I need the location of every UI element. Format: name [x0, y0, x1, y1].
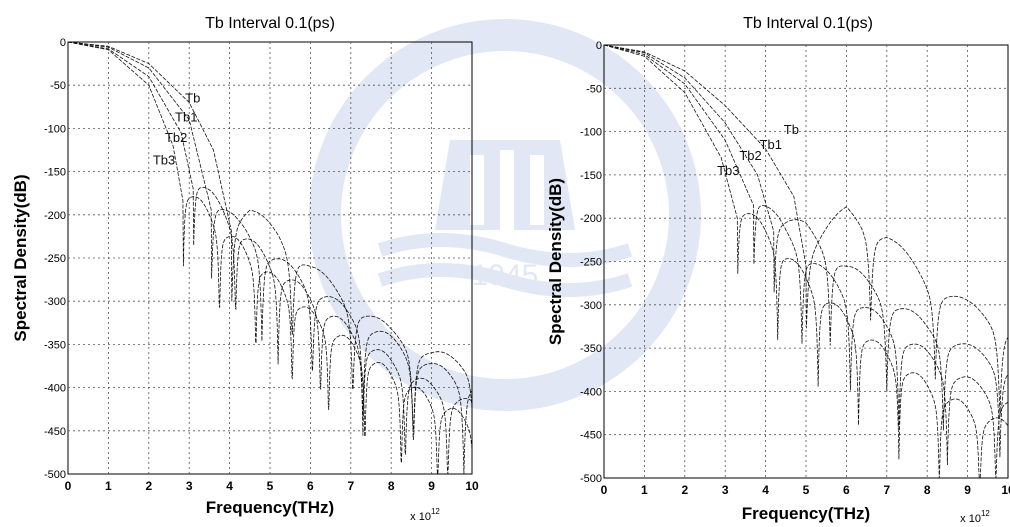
series-line-tb3	[603, 44, 1009, 479]
x-tick-label: 5	[267, 479, 274, 493]
y-tick-label: -150	[44, 167, 66, 179]
x-tick-label: 7	[347, 479, 354, 493]
annotation-tb2: Tb2	[165, 130, 187, 145]
x-tick-label: 6	[307, 479, 314, 493]
x-tick-label: 4	[226, 479, 233, 493]
y-tick-label: -350	[580, 343, 602, 355]
x-tick-label: 2	[681, 483, 688, 497]
y-tick-label: -400	[44, 383, 66, 395]
x-tick-label: 10	[1001, 483, 1010, 497]
x-axis-label: Frequency(THz)	[742, 504, 870, 523]
x-axis-label: Frequency(THz)	[206, 498, 334, 517]
series-line-tb2	[603, 44, 1009, 479]
y-tick-label: -450	[580, 430, 602, 442]
y-tick-label: 0	[596, 40, 602, 52]
series-line-tb1	[67, 41, 473, 475]
annotation-tb: Tb	[784, 122, 799, 137]
y-tick-label: -100	[44, 123, 66, 135]
y-axis-label: Spectral Density(dB)	[11, 174, 30, 341]
x-tick-label: 1	[641, 483, 648, 497]
y-tick-label: -250	[44, 253, 66, 265]
chart-title: Tb Interval 0.1(ps)	[743, 15, 873, 32]
annotation-tb3: Tb3	[717, 163, 739, 178]
y-tick-label: 0	[60, 37, 66, 49]
series-line-tb1	[603, 44, 1009, 458]
x-tick-label: 5	[803, 483, 810, 497]
annotation-tb1: Tb1	[760, 137, 782, 152]
x-tick-label: 4	[762, 483, 769, 497]
series-line-tb	[603, 44, 1009, 418]
x-tick-label: 10	[465, 479, 479, 493]
series-line-tb3	[67, 41, 473, 475]
chart-left: 0 1 2 3 4 5 6 7 8 9 10 0 -50 -100 -150 -200 -250 -300 -350…	[11, 15, 479, 523]
y-tick-label: -300	[44, 296, 66, 308]
x-tick-label: 3	[186, 479, 193, 493]
x-tick-label: 9	[428, 479, 435, 493]
y-tick-label: -250	[580, 257, 602, 269]
y-tick-label: -300	[580, 300, 602, 312]
annotation-tb3: Tb3	[153, 153, 175, 168]
series-line-tb	[68, 41, 473, 431]
y-axis-label: Spectral Density(dB)	[546, 178, 565, 345]
x-tick-label: 1	[105, 479, 112, 493]
y-tick-label: -200	[580, 213, 602, 225]
x-tick-label: 0	[601, 483, 608, 497]
x-multiplier-label: x 1012	[410, 507, 440, 523]
x-tick-label: 0	[65, 479, 72, 493]
x-tick-label: 8	[924, 483, 931, 497]
x-tick-label: 3	[722, 483, 729, 497]
y-tick-label: -450	[44, 426, 66, 438]
x-tick-label: 6	[843, 483, 850, 497]
y-tick-label: -500	[580, 473, 602, 485]
x-tick-label: 9	[964, 483, 971, 497]
annotation-tb2: Tb2	[739, 148, 761, 163]
y-tick-label: -200	[44, 210, 66, 222]
chart-title: Tb Interval 0.1(ps)	[205, 15, 335, 32]
y-tick-label: -400	[580, 386, 602, 398]
x-multiplier-label: x 1012	[960, 509, 990, 525]
y-tick-label: -100	[580, 127, 602, 139]
watermark-year: 1945	[472, 259, 539, 292]
y-tick-label: -50	[50, 80, 66, 92]
y-tick-label: -50	[586, 83, 602, 95]
y-tick-label: -500	[44, 469, 66, 481]
x-tick-label: 8	[388, 479, 395, 493]
x-tick-label: 7	[883, 483, 890, 497]
annotation-tb1: Tb1	[175, 109, 197, 124]
x-tick-label: 2	[145, 479, 152, 493]
series-line-tb2	[67, 41, 473, 475]
chart-right: 0 1 2 3 4 5 6 7 8 9 10 0 -50 -100 -150 -200 -250 -300 -350…	[546, 15, 1010, 525]
y-tick-label: -150	[580, 170, 602, 182]
annotation-tb: Tb	[185, 90, 200, 105]
y-tick-label: -350	[44, 339, 66, 351]
